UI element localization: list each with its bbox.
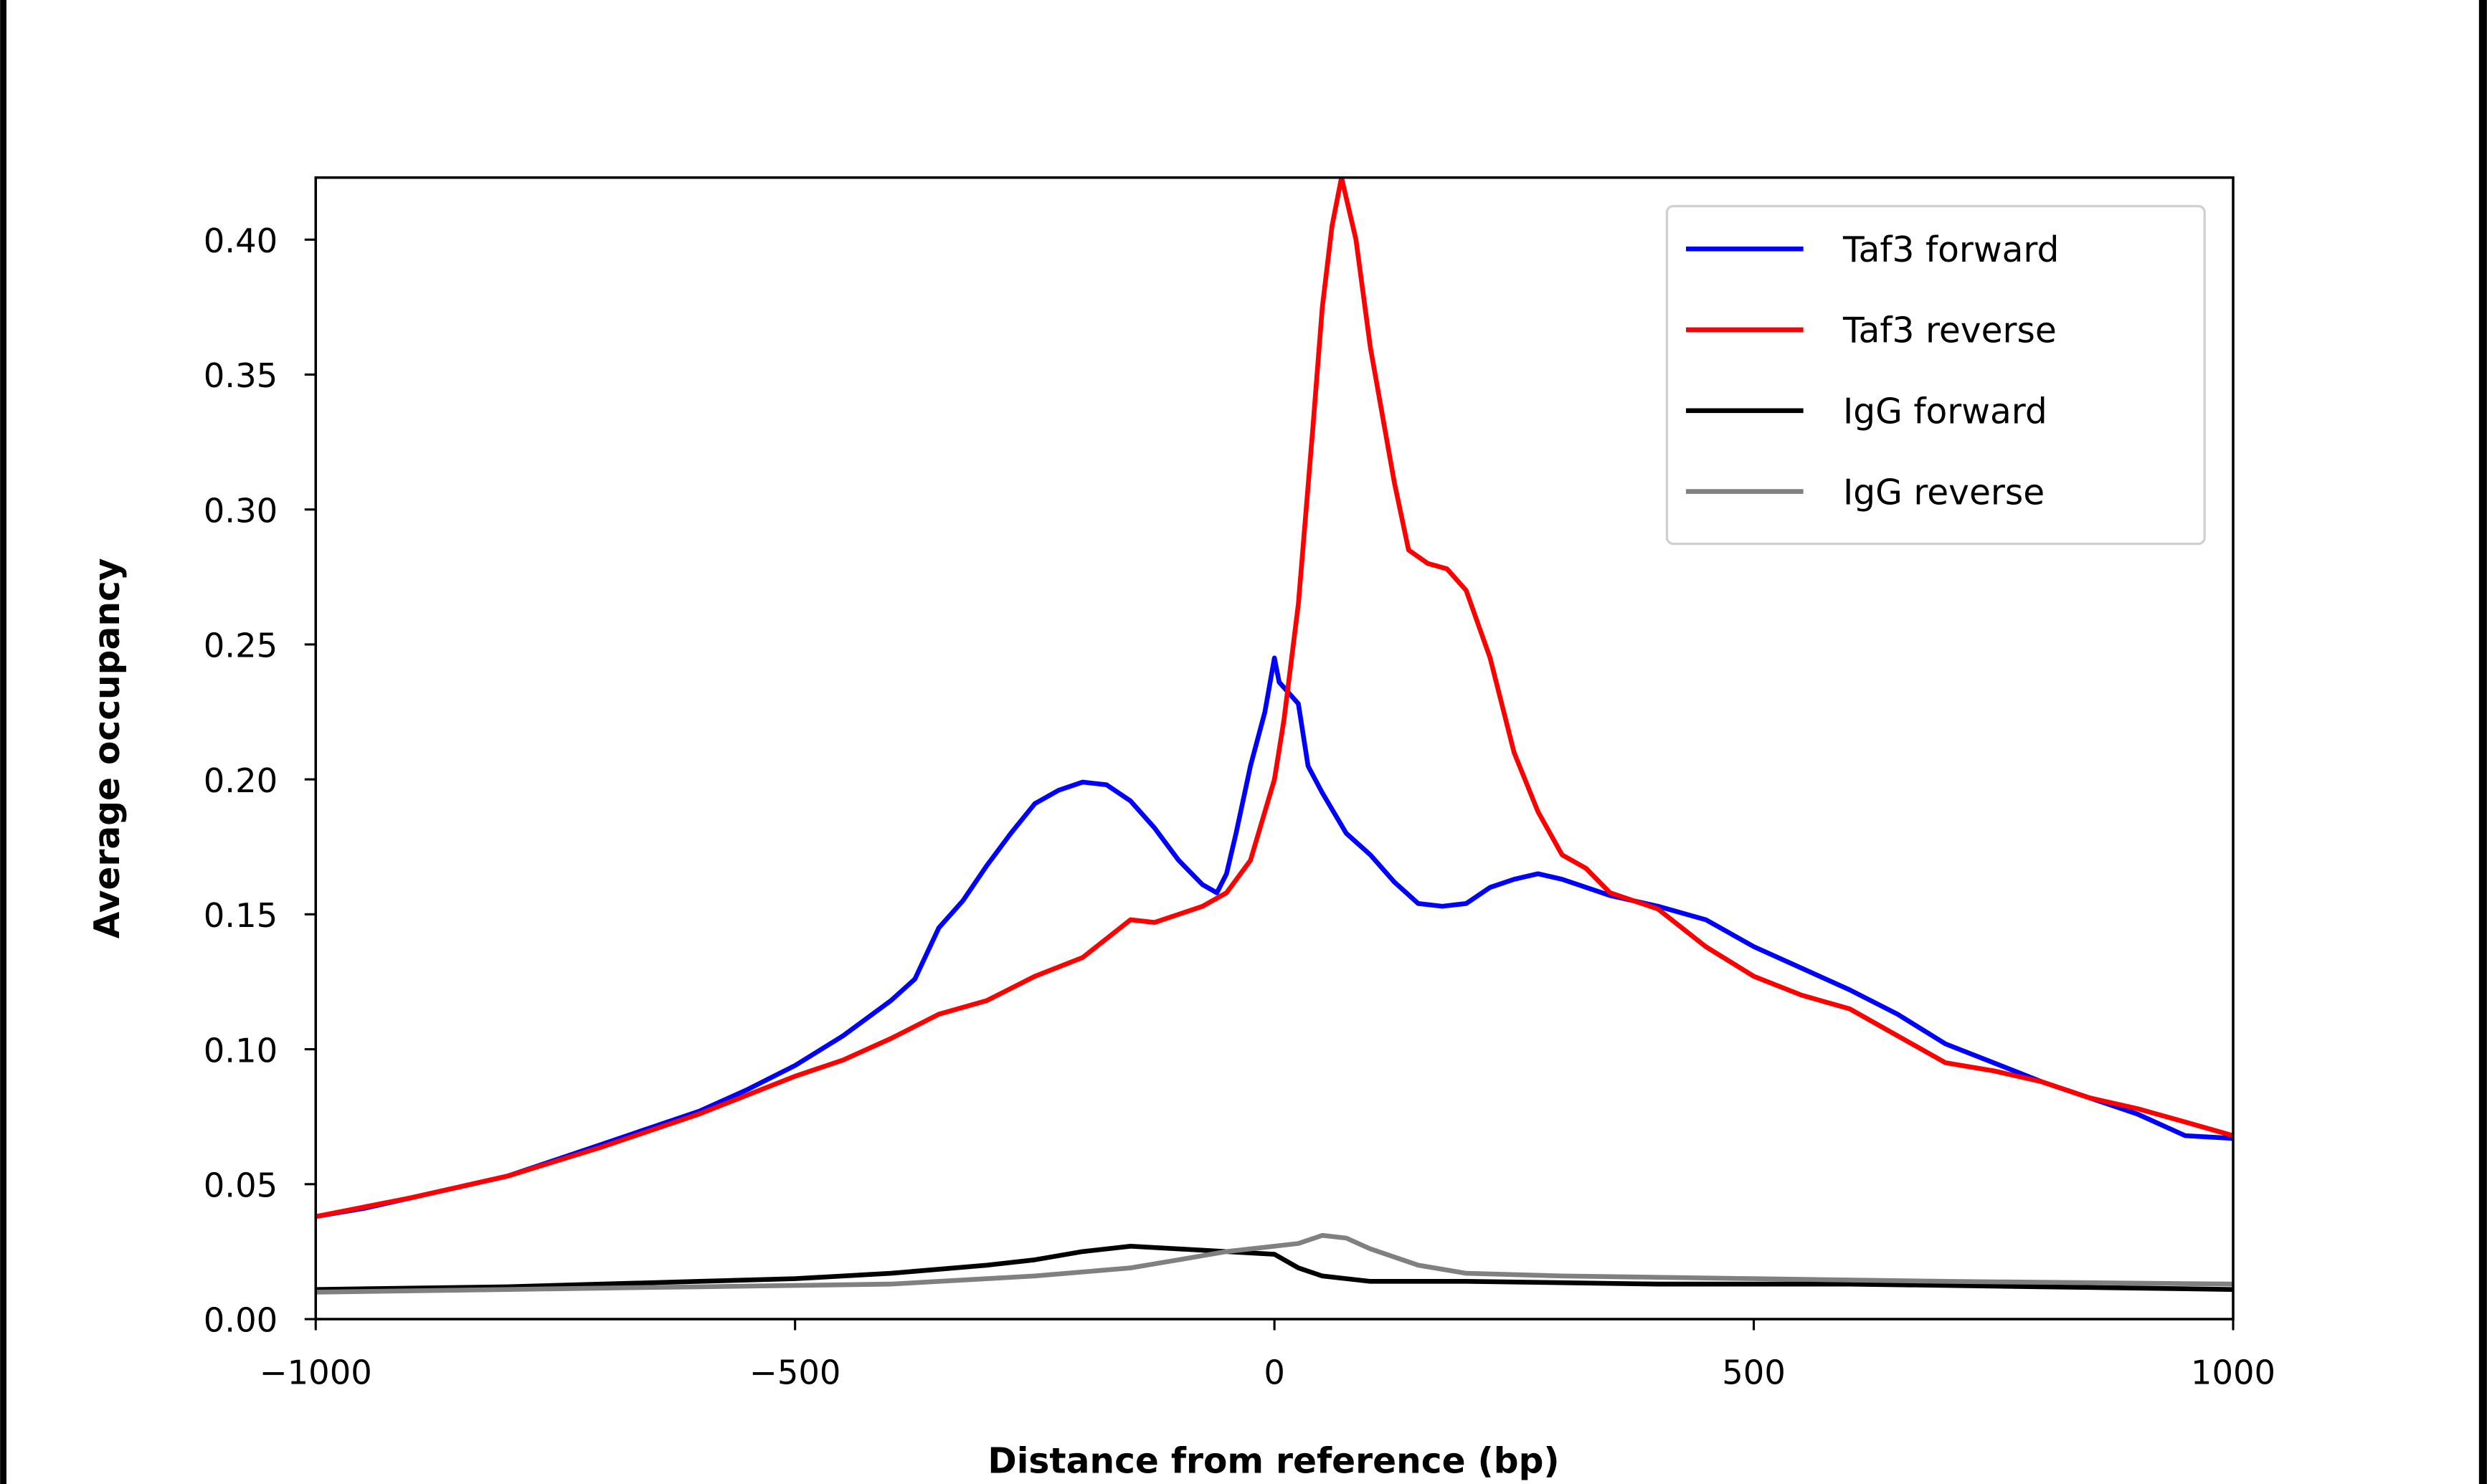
legend-label: IgG forward	[1843, 391, 2047, 432]
x-tick-label: −500	[749, 1354, 841, 1392]
x-tick-label: 1000	[2191, 1354, 2275, 1392]
series-line-3	[316, 1232, 2234, 1295]
y-tick-label: 0.30	[204, 491, 278, 530]
x-tick-label: −1000	[260, 1354, 372, 1392]
y-tick-label: 0.10	[204, 1031, 278, 1070]
series-line-0	[316, 655, 2234, 1219]
legend-label: Taf3 reverse	[1842, 311, 2057, 351]
y-tick-label: 0.00	[204, 1301, 278, 1340]
y-axis: 0.00 0.05 0.10 0.15 0.20 0.25 0.30 0.35 0.40	[204, 222, 316, 1340]
x-axis: −1000 −500 0 500 1000	[260, 1319, 2275, 1392]
right-edge-bar	[2478, 0, 2487, 1484]
series-line-1	[316, 177, 2234, 1219]
series-line-2	[316, 1243, 2234, 1292]
legend-label: IgG reverse	[1843, 472, 2045, 513]
x-tick-label: 500	[1722, 1354, 1786, 1392]
y-tick-label: 0.40	[204, 222, 278, 260]
y-tick-label: 0.25	[204, 627, 278, 665]
y-tick-label: 0.15	[204, 896, 278, 935]
legend-box	[1665, 204, 2206, 546]
legend-label: Taf3 forward	[1842, 230, 2060, 270]
y-tick-label: 0.20	[204, 761, 278, 800]
y-tick-label: 0.35	[204, 356, 278, 395]
y-tick-label: 0.05	[204, 1166, 278, 1204]
x-axis-label: Distance from reference (bp)	[987, 1442, 1559, 1482]
series-layer	[316, 177, 2234, 1295]
y-axis-label: Average occupancy	[87, 558, 128, 939]
left-edge-bar	[0, 0, 7, 1484]
legend: Taf3 forward Taf3 reverse IgG forward IgG r…	[1665, 204, 2206, 546]
x-tick-label: 0	[1264, 1354, 1285, 1392]
